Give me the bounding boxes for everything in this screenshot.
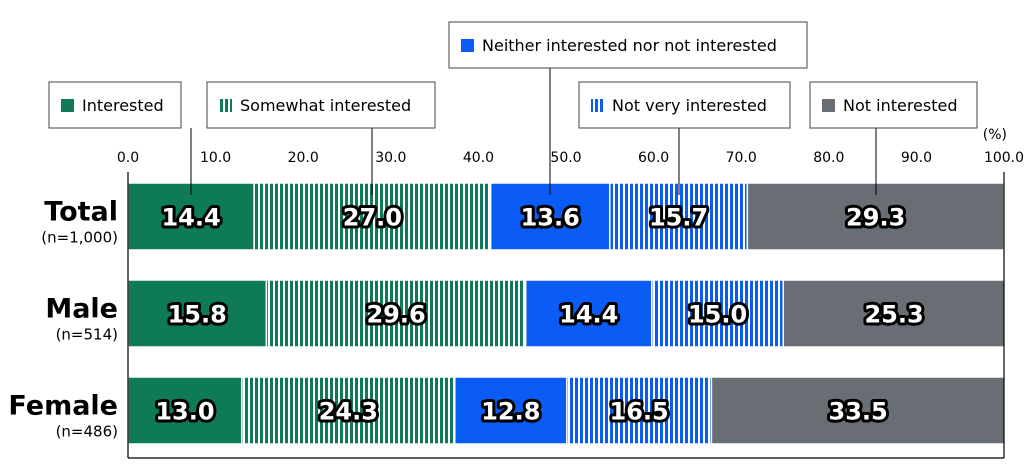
legend-item: Not very interested xyxy=(578,81,791,195)
category-sample-size: (n=514) xyxy=(56,326,118,344)
bar-segment xyxy=(265,279,527,348)
data-label: 12.8 xyxy=(481,398,540,426)
bar-segment xyxy=(782,279,1006,348)
x-tick-label: 40.0 xyxy=(463,150,494,166)
legend-label: Interested xyxy=(82,96,164,115)
x-tick-label: 90.0 xyxy=(901,150,932,166)
category-sample-size: (n=486) xyxy=(56,423,118,441)
bar-segment xyxy=(524,279,653,348)
x-tick-label: 70.0 xyxy=(726,150,757,166)
x-tick-label: 60.0 xyxy=(638,150,669,166)
category-labels: Total(n=1,000) Male(n=514) Female(n=486) xyxy=(8,197,118,441)
data-label: 13.6 xyxy=(521,204,580,232)
bars-layer: 14.4 27.0 13.6 15.7 29.3 15.8 29.6 14.4 15.0 25.3… xyxy=(127,182,1006,445)
bar-segment xyxy=(566,376,713,445)
legend-item: Not interested xyxy=(809,81,978,195)
data-label: 16.5 xyxy=(610,398,669,426)
x-tick-label: 100.0 xyxy=(984,150,1024,166)
x-tick-label: 20.0 xyxy=(288,150,319,166)
x-tick-label: 50.0 xyxy=(550,150,581,166)
data-label: 15.7 xyxy=(649,204,708,232)
data-label: 14.4 xyxy=(559,301,618,329)
data-label: 14.4 xyxy=(161,204,220,232)
bar-segment xyxy=(710,376,1006,445)
category-sample-size: (n=1,000) xyxy=(41,229,118,247)
legend-box xyxy=(448,21,808,69)
unit-label: (%) xyxy=(983,127,1007,143)
category-label: Male xyxy=(45,294,118,325)
legend-swatch xyxy=(461,39,474,52)
legend-callouts: Interested Somewhat interested Neither int… xyxy=(48,21,978,195)
legend-box xyxy=(809,81,978,129)
legend-item: Interested xyxy=(48,81,192,195)
data-label: 25.3 xyxy=(864,301,923,329)
axis-layer: (%) 0.0 10.0 20.0 30.0 40.0 50.0 60.0 70.0 80.0 9… xyxy=(117,127,1024,459)
data-label: 15.0 xyxy=(688,301,747,329)
data-label: 29.6 xyxy=(366,301,425,329)
data-label: 27.0 xyxy=(343,204,402,232)
bar-segment xyxy=(651,279,784,348)
legend-swatch xyxy=(219,99,232,112)
legend-box xyxy=(578,81,791,129)
bar-segment xyxy=(241,376,456,445)
data-label: 15.8 xyxy=(168,301,227,329)
data-label: 24.3 xyxy=(319,398,378,426)
legend-swatch xyxy=(591,99,604,112)
legend-swatch xyxy=(61,99,74,112)
legend-label: Neither interested nor not interested xyxy=(482,36,777,55)
x-tick-label: 0.0 xyxy=(117,150,139,166)
data-label: 13.0 xyxy=(155,398,214,426)
legend-swatch xyxy=(822,99,835,112)
legend-label: Not very interested xyxy=(612,96,767,115)
legend-box xyxy=(206,81,436,129)
legend-label: Not interested xyxy=(843,96,958,115)
legend-label: Somewhat interested xyxy=(240,96,411,115)
legend-item: Neither interested nor not interested xyxy=(448,21,808,195)
x-tick-label: 30.0 xyxy=(375,150,406,166)
bar-segment xyxy=(453,376,568,445)
category-label: Total xyxy=(44,197,118,228)
data-label: 33.5 xyxy=(829,398,888,426)
legend-item: Somewhat interested xyxy=(206,81,436,195)
bar-segment xyxy=(746,182,1005,251)
x-tick-label: 10.0 xyxy=(200,150,231,166)
data-label: 29.3 xyxy=(846,204,905,232)
category-label: Female xyxy=(8,391,118,422)
x-tick-label: 80.0 xyxy=(813,150,844,166)
